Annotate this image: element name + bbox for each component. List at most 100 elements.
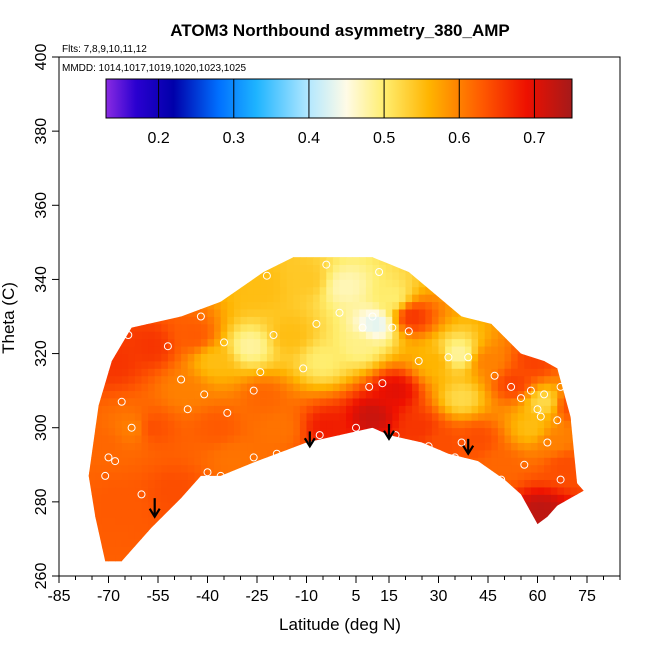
field-cell bbox=[148, 464, 156, 473]
field-cell bbox=[412, 435, 420, 443]
field-cell bbox=[227, 516, 235, 525]
field-cell bbox=[280, 464, 288, 473]
field-cell bbox=[286, 375, 294, 384]
flights-label: Flts: 7,8,9,10,11,12 bbox=[62, 44, 147, 55]
field-cell bbox=[319, 390, 327, 399]
field-cell bbox=[550, 309, 558, 317]
field-cell bbox=[537, 294, 545, 303]
field-cell bbox=[425, 501, 433, 510]
field-cell bbox=[550, 286, 558, 295]
field-cell bbox=[253, 464, 261, 473]
field-cell bbox=[161, 360, 169, 369]
field-cell bbox=[115, 420, 123, 429]
field-cell bbox=[550, 457, 558, 466]
field-cell bbox=[550, 509, 558, 518]
field-cell bbox=[497, 368, 505, 377]
field-cell bbox=[128, 286, 136, 295]
field-cell bbox=[253, 272, 261, 280]
field-cell bbox=[319, 346, 327, 354]
field-cell bbox=[174, 257, 182, 258]
field-cell bbox=[200, 272, 208, 280]
field-cell bbox=[115, 257, 123, 258]
field-cell bbox=[379, 538, 387, 547]
field-cell bbox=[398, 375, 406, 384]
field-cell bbox=[207, 405, 215, 414]
field-cell bbox=[253, 427, 261, 436]
field-cell bbox=[167, 531, 175, 540]
field-cell bbox=[134, 353, 142, 362]
sample-point bbox=[556, 382, 565, 391]
field-cell bbox=[332, 338, 340, 347]
field-cell bbox=[517, 479, 525, 488]
field-cell bbox=[233, 405, 241, 414]
field-cell bbox=[293, 264, 301, 273]
field-cell bbox=[260, 383, 268, 392]
field-cell bbox=[154, 264, 162, 273]
field-cell bbox=[511, 464, 519, 473]
field-cell bbox=[550, 427, 558, 436]
field-cell bbox=[88, 494, 96, 503]
field-cell bbox=[379, 368, 387, 377]
field-cell bbox=[405, 561, 413, 562]
field-cell bbox=[438, 272, 446, 280]
field-cell bbox=[108, 279, 116, 288]
sample-point bbox=[352, 423, 360, 432]
field-cell bbox=[306, 316, 314, 325]
field-cell bbox=[326, 494, 334, 503]
sample-points-layer bbox=[101, 260, 565, 499]
field-cell bbox=[445, 301, 453, 310]
field-cell bbox=[418, 286, 426, 295]
field-cell bbox=[379, 301, 387, 310]
field-cell bbox=[187, 457, 195, 466]
field-cell bbox=[187, 309, 195, 317]
field-cell bbox=[379, 279, 387, 288]
field-cell bbox=[141, 501, 149, 510]
field-cell bbox=[200, 346, 208, 354]
field-cell bbox=[121, 257, 129, 258]
field-cell bbox=[550, 316, 558, 325]
field-cell bbox=[524, 464, 532, 473]
field-cell bbox=[346, 464, 354, 473]
field-cell bbox=[115, 516, 123, 525]
field-cell bbox=[332, 553, 340, 562]
field-cell bbox=[359, 487, 367, 495]
field-cell bbox=[88, 435, 96, 443]
field-cell bbox=[398, 479, 406, 488]
field-cell bbox=[425, 286, 433, 295]
field-cell bbox=[550, 479, 558, 488]
field-cell bbox=[240, 257, 248, 258]
field-cell bbox=[299, 257, 307, 265]
field-cell bbox=[134, 405, 142, 414]
field-cell bbox=[359, 553, 367, 562]
field-cell bbox=[121, 435, 129, 443]
field-cell bbox=[537, 257, 545, 258]
field-cell bbox=[445, 286, 453, 295]
field-cell bbox=[438, 301, 446, 310]
field-cell bbox=[154, 524, 162, 532]
field-cell bbox=[128, 316, 136, 325]
field-cell bbox=[524, 509, 532, 518]
field-cell bbox=[418, 301, 426, 310]
field-cell bbox=[412, 331, 420, 340]
field-cell bbox=[412, 316, 420, 325]
field-cell bbox=[227, 487, 235, 495]
field-cell bbox=[392, 309, 400, 317]
field-cell bbox=[167, 323, 175, 332]
field-cell bbox=[108, 531, 116, 540]
field-cell bbox=[319, 487, 327, 495]
field-cell bbox=[563, 427, 571, 436]
field-cell bbox=[497, 346, 505, 354]
field-cell bbox=[88, 279, 90, 288]
field-cell bbox=[293, 272, 301, 280]
field-cell bbox=[524, 435, 532, 443]
field-cell bbox=[306, 501, 314, 510]
field-cell bbox=[200, 442, 208, 451]
field-cell bbox=[214, 316, 222, 325]
field-cell bbox=[332, 264, 340, 273]
field-cell bbox=[544, 316, 552, 325]
field-cell bbox=[214, 368, 222, 377]
field-cell bbox=[293, 375, 301, 384]
field-cell bbox=[392, 316, 400, 325]
field-cell bbox=[88, 561, 96, 562]
field-cell bbox=[530, 331, 538, 340]
